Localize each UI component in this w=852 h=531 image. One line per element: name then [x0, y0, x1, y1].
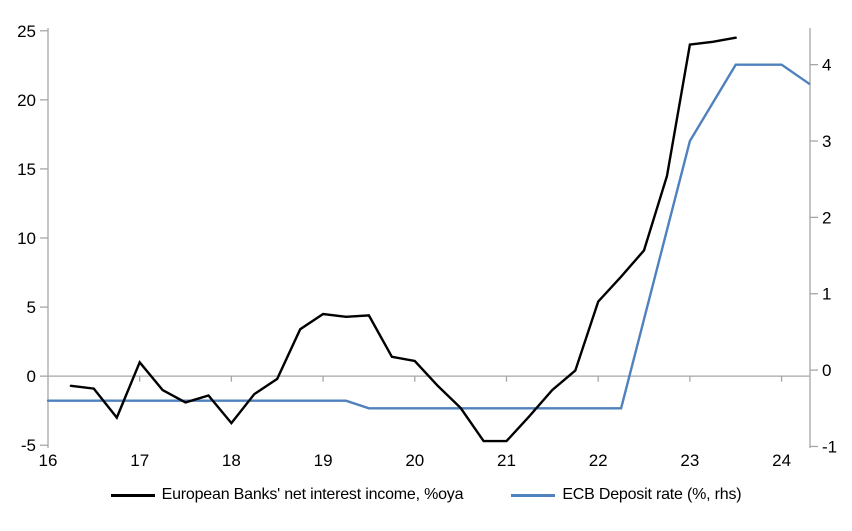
x-axis-tick-label: 20	[405, 451, 424, 470]
legend-item-net-interest-income: European Banks' net interest income, %oy…	[110, 486, 464, 504]
x-axis-tick-label: 16	[39, 451, 58, 470]
right-axis-tick-label: 4	[822, 56, 831, 75]
x-axis-tick-label: 19	[314, 451, 333, 470]
right-axis-tick-label: -1	[822, 437, 837, 456]
x-axis-tick-label: 21	[497, 451, 516, 470]
right-axis-tick-label: 1	[822, 285, 831, 304]
x-axis-tick-label: 23	[680, 451, 699, 470]
legend-label-ecb-deposit-rate: ECB Deposit rate (%, rhs)	[562, 486, 742, 503]
left-axis-tick-label: 25	[17, 22, 36, 41]
legend-item-ecb-deposit-rate: ECB Deposit rate (%, rhs)	[511, 486, 742, 504]
right-axis-tick-label: 2	[822, 208, 831, 227]
left-axis-tick-label: -5	[21, 436, 36, 455]
left-axis-tick-label: 20	[17, 91, 36, 110]
series-line-net-interest-income	[69, 36, 737, 443]
black-line-swatch	[110, 493, 155, 497]
left-axis-tick-label: 10	[17, 229, 36, 248]
x-axis-tick-label: 17	[130, 451, 149, 470]
x-axis-tick-label: 18	[222, 451, 241, 470]
legend-label-net-interest-income: European Banks' net interest income, %oy…	[161, 486, 464, 503]
series-line-ecb-deposit-rate	[46, 63, 811, 410]
x-axis-tick-label: 22	[589, 451, 608, 470]
right-axis-tick-label: 3	[822, 132, 831, 151]
left-axis-tick-label: 5	[27, 298, 36, 317]
blue-line-swatch	[511, 493, 556, 497]
right-axis-tick-label: 0	[822, 361, 831, 380]
left-axis-tick-label: 0	[27, 367, 36, 386]
left-axis-tick-label: 15	[17, 160, 36, 179]
chart-legend: European Banks' net interest income, %oy…	[0, 486, 852, 504]
x-axis-tick-label: 24	[772, 451, 791, 470]
